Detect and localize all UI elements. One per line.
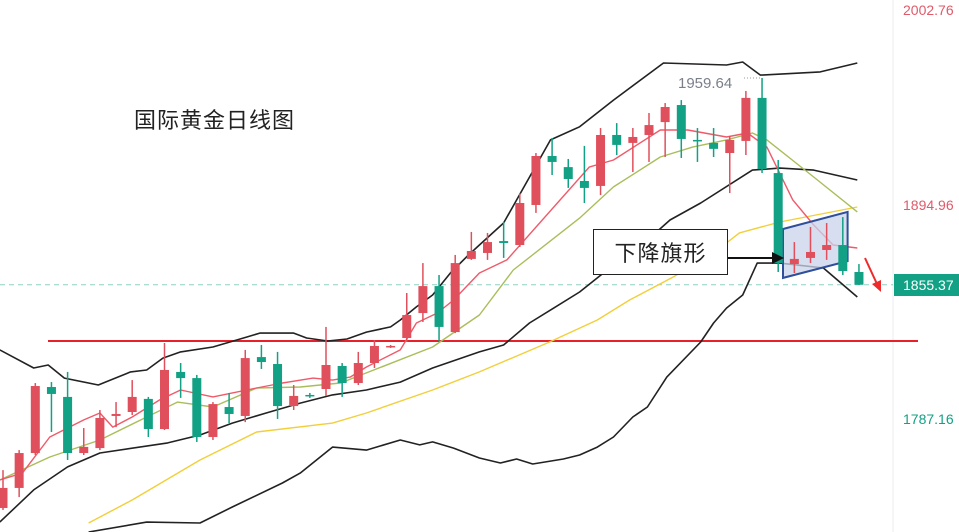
candle-up — [321, 365, 331, 389]
candle-down — [757, 97, 767, 170]
candle-down — [305, 394, 315, 397]
y-tick-label: 1787.16 — [903, 411, 954, 427]
y-tick-label: 1894.96 — [903, 197, 954, 214]
flag-pattern-shape — [782, 210, 849, 280]
arrowhead-icon — [872, 280, 881, 292]
candle-up — [289, 395, 299, 407]
candle-down — [176, 371, 186, 379]
candle-down — [273, 364, 283, 407]
candle-down — [547, 155, 557, 162]
candle-up — [822, 245, 832, 250]
candle-up — [208, 404, 218, 437]
candle-up — [644, 125, 654, 135]
candle-up — [450, 263, 460, 333]
candle-down — [579, 180, 589, 188]
candle-up — [515, 202, 525, 246]
candle-up — [725, 139, 735, 154]
candle-up — [483, 242, 492, 253]
candle-down — [224, 407, 234, 414]
ma-fast-line — [0, 129, 858, 481]
candle-up — [369, 345, 379, 364]
candle-up — [628, 136, 638, 143]
candle-down — [854, 272, 864, 285]
candle-up — [789, 258, 799, 265]
candle-down — [838, 245, 848, 272]
candle-up — [353, 363, 363, 384]
candle-up — [806, 251, 815, 258]
candle-down — [143, 398, 153, 430]
arrowhead-icon — [772, 252, 784, 264]
candle-up — [0, 487, 8, 508]
candle-up — [14, 453, 24, 488]
candle-up — [30, 386, 40, 454]
candle-down — [434, 286, 444, 327]
candle-down — [192, 378, 202, 437]
candle-down — [46, 387, 56, 394]
candle-down — [63, 396, 73, 454]
chart-title: 国际黄金日线图 — [134, 109, 296, 134]
flag-pattern-label: 下降旗形 — [593, 229, 728, 275]
candle-up — [127, 396, 137, 412]
last-price-tag: 1855.37 — [894, 273, 959, 296]
high-annotation: 1959.64 — [678, 75, 733, 92]
candle-up — [111, 413, 121, 416]
candle-down — [676, 105, 686, 139]
candle-up — [95, 417, 105, 449]
boll-mid-line — [0, 167, 858, 523]
candle-up — [660, 107, 670, 123]
candle-down — [337, 365, 347, 384]
candle-down — [612, 134, 622, 145]
down-trend-arrow — [864, 257, 878, 285]
candle-up — [531, 155, 541, 205]
candle-up — [741, 97, 751, 141]
candle-down — [692, 139, 702, 142]
candle-up — [596, 134, 606, 186]
candle-up — [466, 250, 476, 259]
candle-up — [240, 358, 250, 416]
candle-up — [402, 315, 412, 339]
candle-up — [386, 345, 396, 348]
candle-up — [418, 286, 428, 314]
y-tick-label: 2002.76 — [903, 2, 954, 18]
candle-down — [499, 241, 509, 244]
candle-down — [773, 173, 783, 264]
candle-up — [79, 446, 89, 454]
candle-down — [709, 142, 719, 149]
boll-upper-line — [0, 61, 858, 386]
candle-down — [256, 357, 266, 363]
candle-down — [563, 167, 573, 180]
candle-up — [160, 369, 169, 430]
boll-lower-line — [88, 262, 858, 532]
